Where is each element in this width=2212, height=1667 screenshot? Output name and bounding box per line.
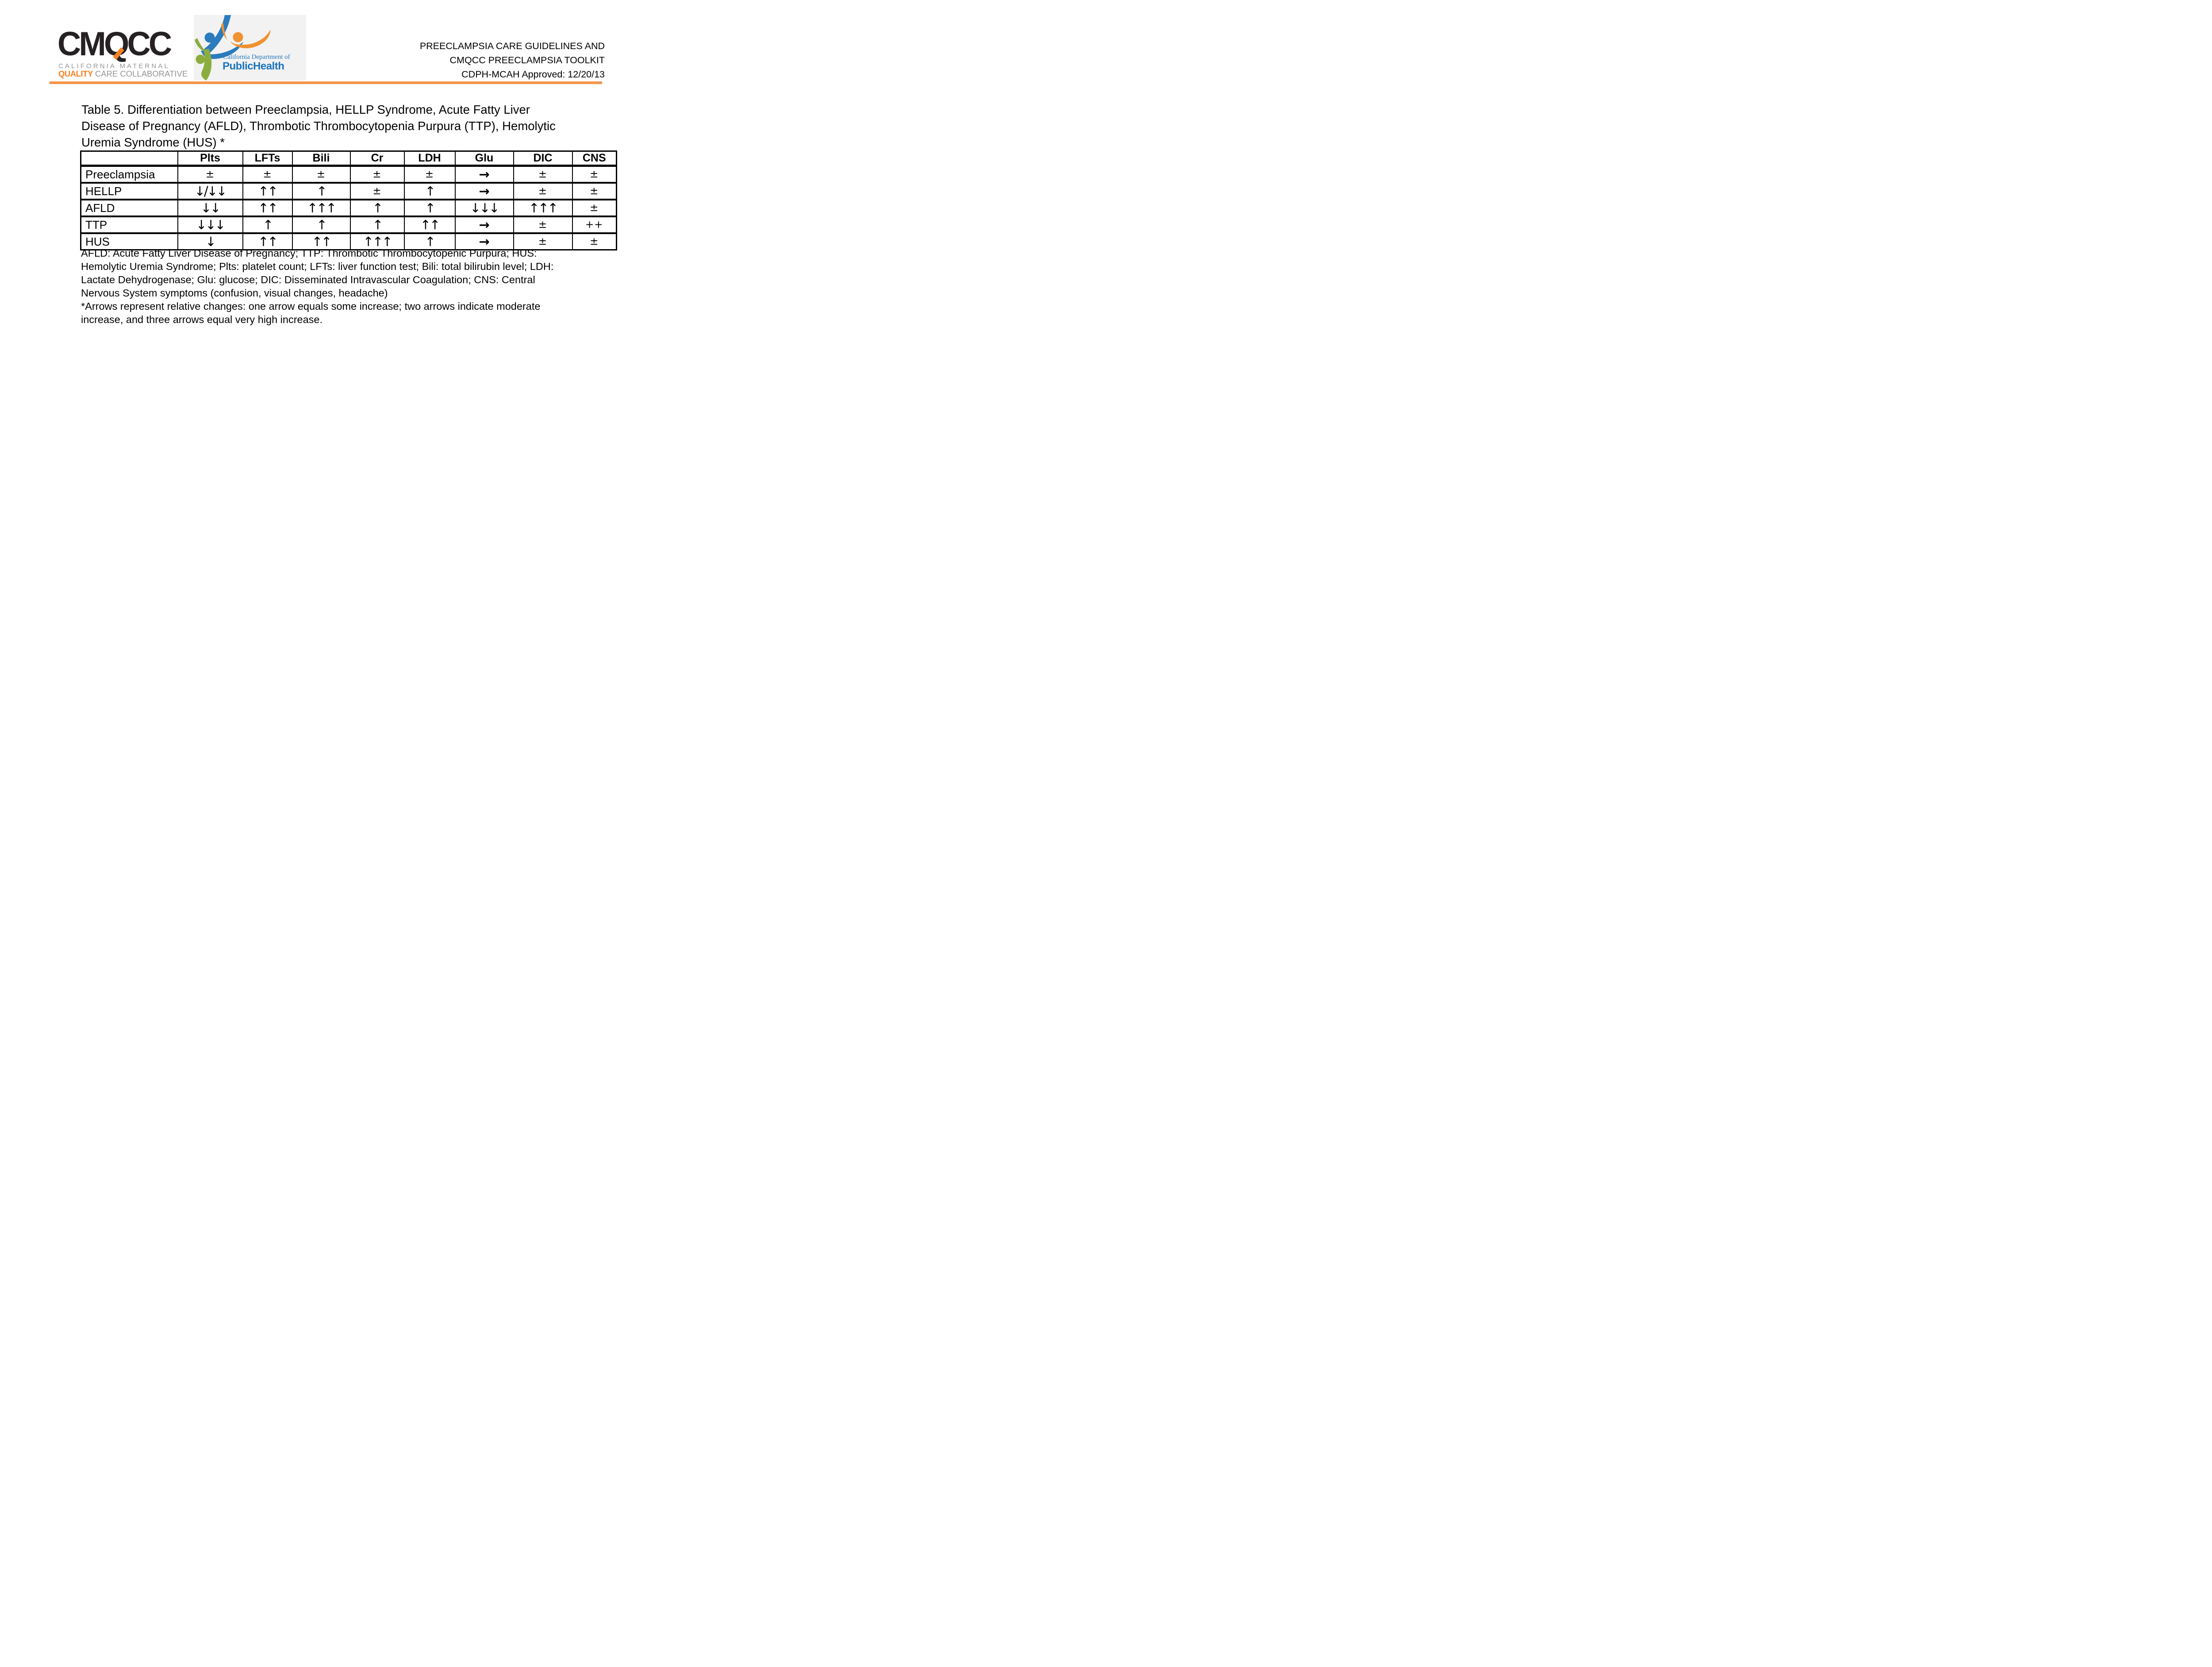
document-page: CMQCC CALIFORNIA MATERNAL QUALITY CARE C… [0,0,680,333]
value-cell: ↑ [403,233,455,250]
cdph-figures-icon [195,15,271,81]
cdph-text-line2: PublicHealth [223,60,284,72]
value-cell: ± [403,166,455,183]
column-header-lfts: LFTs [242,151,292,166]
value-cell: ↓/↓↓ [177,183,243,200]
differentiation-table-container: Plts LFTs Bili Cr LDH Glu DIC CNS Preeclampsia ±… [80,150,617,250]
row-label: AFLD [85,201,115,215]
value-cell: ± [513,166,572,183]
document-header: PREECLAMPSIA CARE GUIDELINES AND CMQCC P… [420,39,605,81]
value-cell: ↑↑↑ [513,200,572,216]
value-cell: ± [572,166,617,183]
differentiation-table: Plts LFTs Bili Cr LDH Glu DIC CNS Preeclampsia ±… [80,150,617,250]
header-line-3: CDPH-MCAH Approved: 12/20/13 [461,69,605,80]
value-cell: → [454,166,514,183]
value-cell: → [454,216,514,233]
value-cell: ± [513,216,572,233]
column-header-plts: Plts [177,151,243,166]
value-cell: ± [242,166,292,183]
value-cell: ± [177,166,243,183]
row-label: HELLP [85,184,122,198]
header-line-1: PREECLAMPSIA CARE GUIDELINES AND [419,41,605,51]
value-cell: → [454,233,514,250]
value-cell: ↑ [292,216,350,233]
value-cell: ↑ [403,183,455,200]
column-header-ldh: LDH [403,151,455,166]
cmqcc-quality-text: QUALITY [58,69,93,78]
value-cell: ± [513,183,572,200]
value-cell: ++ [572,216,617,233]
corner-header-cell [81,151,178,166]
value-cell: ↑ [349,216,404,233]
value-cell: ± [292,166,350,183]
table-row-hellp: HELLP ↓/↓↓ ↑↑ ↑ ± ↑ → ± ± [81,183,617,200]
table-row-preeclampsia: Preeclampsia ± ± ± ± ± → ± ± [81,166,617,183]
value-cell: ↑↑ [242,183,292,200]
value-cell: ↑ [403,200,455,216]
value-cell: ↑↑ [242,200,292,216]
header-line-2: CMQCC PREECLAMPSIA TOOLKIT [449,55,605,65]
abbreviations-footnote: AFLD: Acute Fatty Liver Disease of Pregn… [81,247,554,325]
table-title: Table 5. Differentiation between Preecla… [81,103,556,149]
cdph-logo: California Department of PublicHealth [194,15,306,81]
value-cell: ↑↑↑ [349,233,404,250]
value-cell: ± [349,166,404,183]
value-cell: ↑↑ [242,233,292,250]
table-row-ttp: TTP ↓↓↓ ↑ ↑ ↑ ↑↑ → ± ++ [81,216,617,233]
value-cell: → [454,183,514,200]
cdph-text-line1: California Department of [223,54,290,61]
header-divider-rule [50,81,602,84]
value-cell: ± [349,183,404,200]
value-cell: ↑↑ [292,233,350,250]
column-header-cr: Cr [349,151,404,166]
value-cell: ± [572,183,617,200]
value-cell: ↓↓↓ [177,216,243,233]
column-header-dic: DIC [513,151,572,166]
value-cell: ↑ [292,183,350,200]
cmqcc-subtitle-line1: CALIFORNIA MATERNAL [58,62,170,70]
table-row-afld: AFLD ↓↓ ↑↑ ↑↑↑ ↑ ↑ ↓↓↓ ↑↑↑ ± [81,200,617,216]
cmqcc-subtitle-line2: QUALITY CARE COLLABORATIVE [58,69,188,79]
row-label: Preeclampsia [85,167,155,181]
value-cell: ↑↑ [403,216,455,233]
table-row-hus: HUS ↓ ↑↑ ↑↑ ↑↑↑ ↑ → ± ± [81,233,617,250]
value-cell: ± [572,233,617,250]
value-cell: ± [572,200,617,216]
column-header-glu: Glu [454,151,514,166]
cmqcc-logo: CMQCC CALIFORNIA MATERNAL QUALITY CARE C… [58,27,188,82]
value-cell: ± [513,233,572,250]
value-cell: ↓↓↓ [454,200,514,216]
column-header-bili: Bili [292,151,350,166]
row-label: HUS [85,235,110,248]
column-header-cns: CNS [572,151,617,166]
value-cell: ↑ [349,200,404,216]
row-label: TTP [85,218,108,231]
table-header-row: Plts LFTs Bili Cr LDH Glu DIC CNS [81,151,617,166]
value-cell: ↑↑↑ [292,200,350,216]
value-cell: ↓↓ [177,200,243,216]
value-cell: ↓ [177,233,243,250]
value-cell: ↑ [242,216,292,233]
cmqcc-care-collaborative-text: CARE COLLABORATIVE [92,69,188,78]
